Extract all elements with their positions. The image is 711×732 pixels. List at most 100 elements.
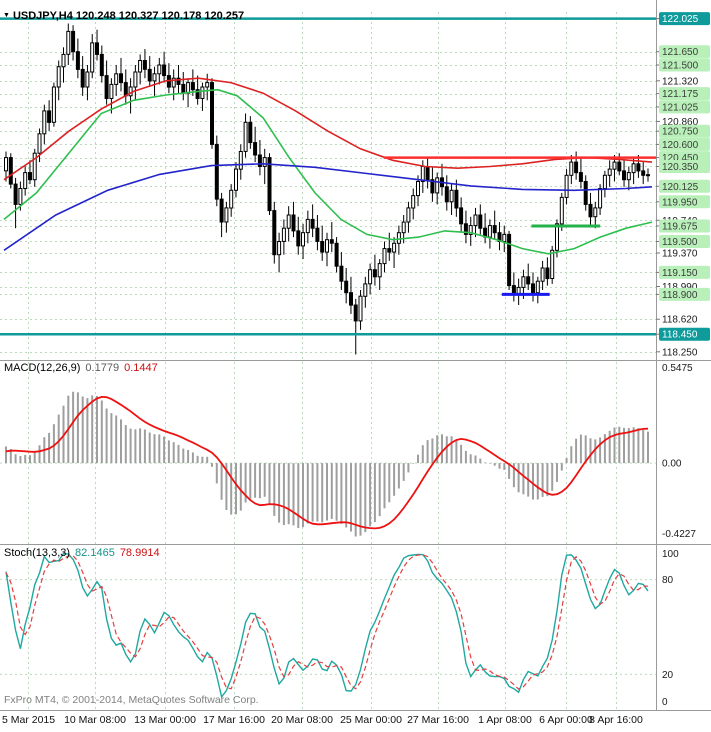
candle-body: [401, 221, 406, 234]
candle-body: [368, 269, 373, 285]
price-scale-label: 118.990: [662, 282, 698, 293]
time-axis-label: 5 Mar 2015: [2, 714, 55, 726]
price-scale-label-bg: [659, 160, 710, 173]
macd-scale-label: -0.4227: [662, 529, 696, 540]
window-menu-icon[interactable]: ▼: [3, 12, 10, 19]
candle-body: [507, 233, 512, 287]
candle-body: [459, 207, 464, 225]
chart-title-bar: ▼ USDJPY,H4 120.248 120.327 120.178 120.2…: [3, 10, 244, 22]
candle-body: [411, 195, 416, 209]
price-scale[interactable]: 122.025 121.650 121.500 121.320 121.175 121.0…: [656, 12, 710, 358]
ma-line-ma_green: [3, 88, 653, 255]
price-scale-label-bg: [659, 87, 710, 101]
stoch-scale-label: 80: [662, 575, 674, 586]
stoch-indicator-label: Stoch(13,3,3) 82.1465 78.9914: [4, 547, 165, 559]
candle-body: [392, 242, 397, 253]
candle-body: [253, 142, 258, 156]
candle-body: [61, 53, 66, 68]
macd-signal-line: [5, 395, 649, 530]
candle-body: [99, 53, 104, 77]
price-scale-label-bg: [659, 58, 710, 72]
candle-body: [147, 68, 152, 82]
price-scale-label: 119.370: [662, 249, 698, 260]
candle-body: [540, 267, 545, 282]
candle-body: [47, 110, 52, 123]
ma-line-ma_red: [3, 77, 653, 181]
candle-body: [641, 170, 646, 176]
candle-body: [578, 172, 583, 182]
candle-body: [4, 157, 8, 172]
stoch-main-line: [5, 552, 649, 699]
price-scale-label-bg: [659, 100, 710, 114]
candle-body: [349, 292, 353, 306]
candle-body: [71, 30, 76, 53]
candle-body: [531, 283, 535, 294]
price-scale-label: 121.500: [662, 61, 699, 72]
stoch-scale-label: 20: [662, 670, 674, 681]
candle-body: [181, 83, 186, 94]
candle-body: [257, 154, 262, 167]
candle-body: [238, 151, 243, 170]
candle-body: [85, 71, 90, 88]
candle-body: [387, 248, 392, 253]
candle-body: [646, 174, 650, 177]
stoch-scale-label: 100: [662, 549, 679, 560]
candle-body: [363, 283, 368, 297]
candle-body: [95, 42, 99, 55]
candle-body: [109, 83, 114, 100]
candle-body: [353, 304, 358, 322]
price-scale-label: 122.025: [662, 14, 699, 25]
stoch-scale[interactable]: 100 80 20 0: [662, 549, 679, 708]
candle-body: [90, 42, 95, 73]
candle-body: [80, 68, 85, 88]
candle-body: [23, 172, 28, 190]
price-scale-label: 120.450: [662, 153, 699, 164]
price-scale-label: 121.025: [662, 102, 699, 113]
macd-histogram: [5, 391, 649, 537]
candle-body: [37, 133, 42, 154]
candle-body: [13, 183, 18, 205]
price-scale-label-bg: [659, 287, 710, 301]
candle-body: [420, 166, 425, 182]
candle-body: [234, 168, 238, 191]
candle-body: [631, 163, 636, 174]
candle-body: [463, 223, 468, 235]
candle-body: [310, 218, 315, 229]
candle-body: [526, 276, 531, 285]
stoch-signal-value: 78.9914: [119, 547, 160, 559]
candle-body: [133, 71, 138, 88]
candle-body: [478, 214, 483, 229]
candle-body: [569, 161, 574, 176]
candle-body: [339, 265, 344, 282]
price-scale-label-bg: [659, 265, 710, 279]
candle-body: [157, 64, 162, 75]
price-scale-label-bg: [659, 12, 710, 26]
candle-body: [32, 152, 37, 181]
candle-body: [171, 77, 176, 88]
price-scale-label: 121.320: [662, 76, 699, 87]
candle-body: [176, 77, 181, 85]
candle-body: [51, 86, 56, 123]
time-axis[interactable]: 5 Mar 2015 10 Mar 08:00 13 Mar 00:00 17 Mar…: [2, 714, 643, 726]
candle-body: [66, 30, 71, 55]
time-axis-label: 6 Apr 00:00: [539, 714, 593, 726]
candle-body: [521, 276, 526, 288]
time-axis-label: 25 Mar 00:00: [340, 714, 402, 726]
candle-body: [550, 249, 555, 280]
candle-body: [286, 214, 291, 229]
candle-body: [114, 73, 119, 85]
price-scale-label: 120.125: [662, 182, 699, 193]
price-scale-label: 121.650: [662, 47, 699, 58]
candle-body: [305, 218, 310, 234]
candle-body: [372, 269, 377, 278]
price-scale-label-bg: [659, 137, 710, 151]
stoch-main-value: 82.1465: [75, 547, 115, 559]
macd-indicator-label: MACD(12,26,9) 0.1779 0.1447: [4, 362, 163, 374]
vertical-gridlines: [28, 12, 617, 710]
chart-ohlc-values: 120.248 120.327 120.178 120.257: [75, 10, 245, 22]
price-scale-label: 120.600: [662, 140, 699, 151]
candle-body: [186, 82, 191, 94]
macd-scale[interactable]: 0.5475 0.00 -0.4227: [662, 363, 696, 540]
candle-body: [622, 170, 626, 181]
candle-body: [248, 121, 253, 144]
